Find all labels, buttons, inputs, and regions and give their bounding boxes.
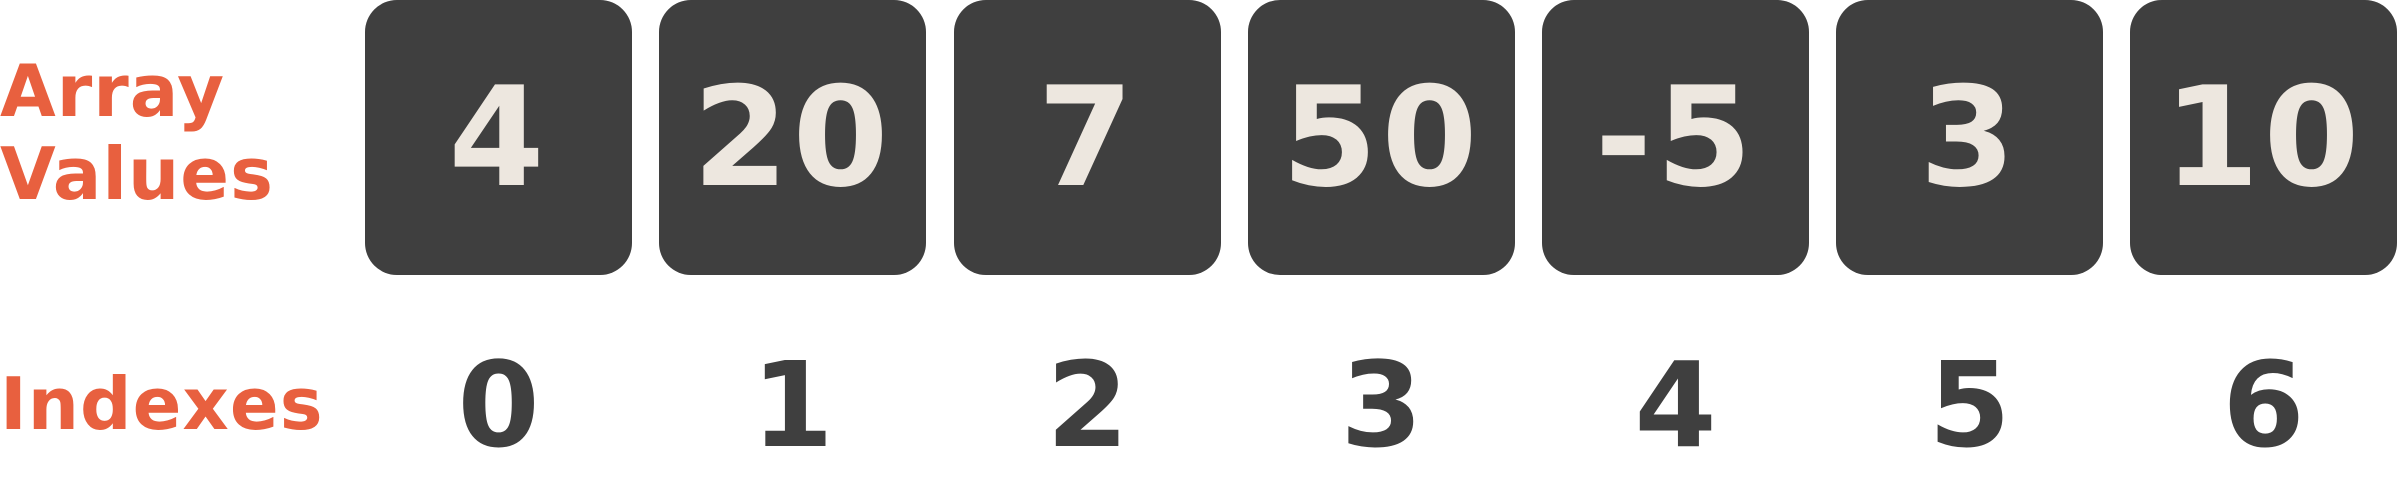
index-4: 4	[1634, 336, 1717, 474]
array-cell-0: 4	[365, 0, 632, 275]
index-2: 2	[1046, 336, 1129, 474]
index-3: 3	[1340, 336, 1423, 474]
index-0: 0	[457, 336, 540, 474]
array-cell-6: 10	[2130, 0, 2397, 275]
array-cell-4: -5	[1542, 0, 1809, 275]
index-1: 1	[751, 336, 834, 474]
array-cell-1: 20	[659, 0, 926, 275]
indexes-label: Indexes	[0, 362, 324, 446]
array-values-label: Array Values	[0, 50, 340, 216]
array-values-label-line1: Array	[0, 49, 226, 133]
index-6: 6	[2222, 336, 2305, 474]
index-5: 5	[1928, 336, 2011, 474]
array-cell-2: 7	[954, 0, 1221, 275]
array-cell-5: 3	[1836, 0, 2103, 275]
array-values-label-line2: Values	[0, 131, 274, 216]
array-cell-3: 50	[1248, 0, 1515, 275]
